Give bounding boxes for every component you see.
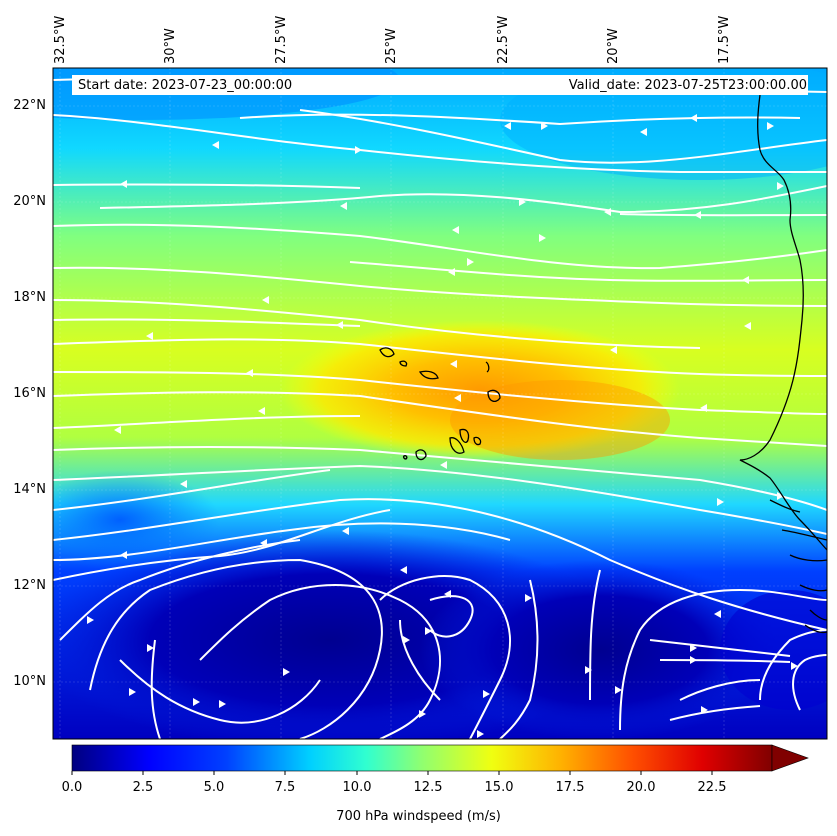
coastline xyxy=(379,94,827,634)
colorbar xyxy=(71,744,809,775)
lon-label-27-5w: 27.5°W xyxy=(274,15,289,64)
colorbar-tick-7-5: 7.5 xyxy=(274,780,296,795)
streamline-arrows xyxy=(87,114,798,738)
lat-label-14n: 14°N xyxy=(13,482,46,497)
lon-label-30w: 30°W xyxy=(163,28,178,64)
lon-label-17-5w: 17.5°W xyxy=(717,15,732,64)
lat-label-22n: 22°N xyxy=(13,98,46,113)
colorbar-tick-5: 5.0 xyxy=(203,780,225,795)
lat-label-16n: 16°N xyxy=(13,386,46,401)
lon-label-20w: 20°W xyxy=(606,28,621,64)
lon-label-22-5w: 22.5°W xyxy=(496,15,511,64)
graticule xyxy=(53,68,827,739)
lat-label-10n: 10°N xyxy=(13,674,46,689)
colorbar-tick-17-5: 17.5 xyxy=(555,780,585,795)
colorbar-tick-0: 0.0 xyxy=(61,780,83,795)
colorbar-label: 700 hPa windspeed (m/s) xyxy=(336,809,501,824)
map-frame xyxy=(52,67,828,740)
windspeed-field xyxy=(53,68,827,739)
colorbar-tick-22-5: 22.5 xyxy=(697,780,727,795)
lat-label-20n: 20°N xyxy=(13,194,46,209)
lat-label-18n: 18°N xyxy=(13,290,46,305)
colorbar-tick-12-5: 12.5 xyxy=(413,780,443,795)
lon-label-32-5w: 32.5°W xyxy=(53,15,68,64)
colorbar-tick-2-5: 2.5 xyxy=(132,780,154,795)
colorbar-tick-15: 15.0 xyxy=(484,780,514,795)
colorbar-tick-10: 10.0 xyxy=(342,780,372,795)
start-date-label: Start date: 2023-07-23_00:00:00 xyxy=(78,78,293,93)
colorbar-tick-20: 20.0 xyxy=(626,780,656,795)
lon-label-25w: 25°W xyxy=(384,28,399,64)
valid-date-label: Valid_date: 2023-07-25T23:00:00.00 xyxy=(568,78,807,93)
lat-label-12n: 12°N xyxy=(13,578,46,593)
header-box xyxy=(72,75,808,95)
